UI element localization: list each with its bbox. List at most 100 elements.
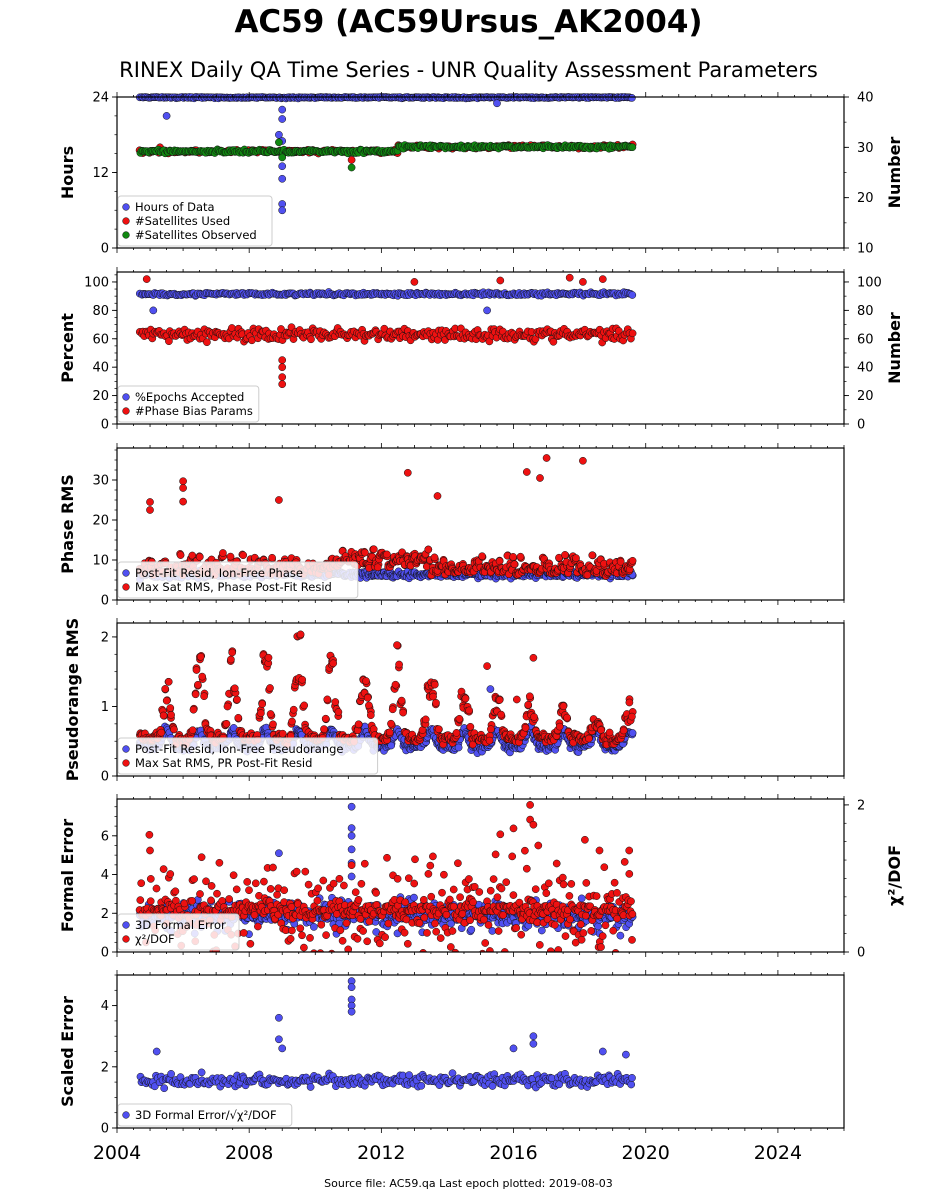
- legend-label: #Satellites Observed: [135, 228, 257, 242]
- data-point: [521, 723, 530, 732]
- data-point: [512, 695, 521, 704]
- data-point: [278, 174, 287, 183]
- data-point: [278, 380, 287, 389]
- data-point: [227, 655, 235, 664]
- data-point: [493, 99, 501, 108]
- data-point: [549, 337, 558, 346]
- data-point: [509, 553, 517, 561]
- data-point: [579, 278, 587, 286]
- data-point: [452, 729, 461, 737]
- y-tick-label: 1: [101, 700, 109, 715]
- data-point: [387, 719, 395, 728]
- data-point: [278, 162, 287, 171]
- data-point: [485, 736, 494, 745]
- data-point: [559, 702, 568, 711]
- data-point: [275, 496, 283, 504]
- data-point: [334, 708, 343, 716]
- data-point: [524, 700, 533, 709]
- data-point: [397, 696, 406, 705]
- data-point: [219, 549, 227, 557]
- y-right-tick-label: 30: [857, 141, 874, 156]
- y-tick-label: 2: [101, 630, 109, 645]
- data-layer: [135, 801, 637, 952]
- data-point: [223, 702, 232, 711]
- data-point: [275, 138, 283, 147]
- legend: Post-Fit Resid, Ion-Free PseudorangeMax …: [117, 737, 379, 775]
- data-point: [497, 710, 505, 719]
- legend-label: Post-Fit Resid, Ion-Free Pseudorange: [135, 742, 343, 756]
- data-point: [165, 337, 173, 346]
- data-point: [277, 325, 285, 333]
- data-point: [510, 560, 519, 569]
- data-point: [278, 729, 287, 738]
- data-point: [363, 693, 372, 702]
- data-point: [275, 130, 283, 139]
- data-point: [194, 680, 202, 689]
- data-point: [522, 468, 531, 476]
- data-point: [188, 726, 197, 735]
- data-point: [230, 684, 239, 693]
- data-point: [257, 709, 265, 717]
- y-right-tick-label: 20: [857, 191, 874, 206]
- y-tick-label: 0: [101, 770, 109, 785]
- data-point: [289, 705, 298, 714]
- data-point: [496, 276, 505, 285]
- data-point: [598, 275, 607, 283]
- data-point: [478, 552, 486, 561]
- y-axis-label: Pseudorange RMS: [63, 618, 82, 781]
- data-point: [264, 653, 273, 662]
- data-point: [239, 551, 248, 560]
- data-point: [226, 552, 235, 561]
- data-point: [486, 685, 495, 693]
- data-point: [619, 726, 628, 735]
- data-point: [530, 713, 538, 721]
- data-point: [347, 163, 356, 172]
- legend: Hours of Data#Satellites Used#Satellites…: [117, 195, 273, 247]
- data-point: [588, 551, 597, 560]
- data-point: [192, 666, 201, 674]
- data-point: [433, 492, 442, 500]
- data-point: [563, 713, 571, 722]
- data-point: [455, 714, 464, 723]
- data-layer: [135, 273, 637, 389]
- legend: %Epochs Accepted#Phase Bias Params: [117, 385, 260, 423]
- data-point: [465, 706, 473, 715]
- data-point: [146, 498, 154, 506]
- y-axis-label: Hours: [58, 146, 77, 199]
- data-point: [320, 725, 328, 733]
- data-point: [278, 105, 287, 114]
- y-right-tick-label: 20: [857, 389, 874, 404]
- y-axis-label: Phase RMS: [58, 474, 77, 574]
- legend-marker: [122, 231, 130, 239]
- y-right-tick-label: 40: [857, 91, 874, 106]
- data-point: [605, 728, 614, 737]
- data-point: [179, 484, 187, 492]
- legend-marker: [122, 583, 130, 591]
- data-point: [203, 338, 211, 347]
- y-tick-label: 100: [84, 275, 109, 290]
- y-tick-label: 60: [92, 332, 109, 347]
- data-point: [430, 553, 439, 562]
- legend-marker: [122, 407, 130, 415]
- y-tick-label: 0: [101, 242, 109, 257]
- data-point: [483, 306, 491, 315]
- chart-title: AC59 (AC59Ursus_AK2004): [234, 4, 703, 40]
- data-point: [585, 734, 593, 743]
- data-point: [164, 677, 173, 686]
- y-axis-label: Percent: [58, 313, 77, 383]
- legend-marker: [122, 745, 130, 753]
- legend-label: #Phase Bias Params: [135, 404, 253, 418]
- data-point: [362, 677, 370, 685]
- data-point: [278, 153, 287, 162]
- data-point: [228, 648, 237, 657]
- data-point: [162, 696, 171, 705]
- data-point: [195, 553, 204, 561]
- data-point: [366, 711, 375, 720]
- data-point: [454, 743, 463, 752]
- data-point: [167, 711, 175, 719]
- y-tick-label: 0: [101, 594, 109, 609]
- legend-marker: [122, 393, 130, 401]
- y-right-tick-label: 0: [857, 418, 865, 433]
